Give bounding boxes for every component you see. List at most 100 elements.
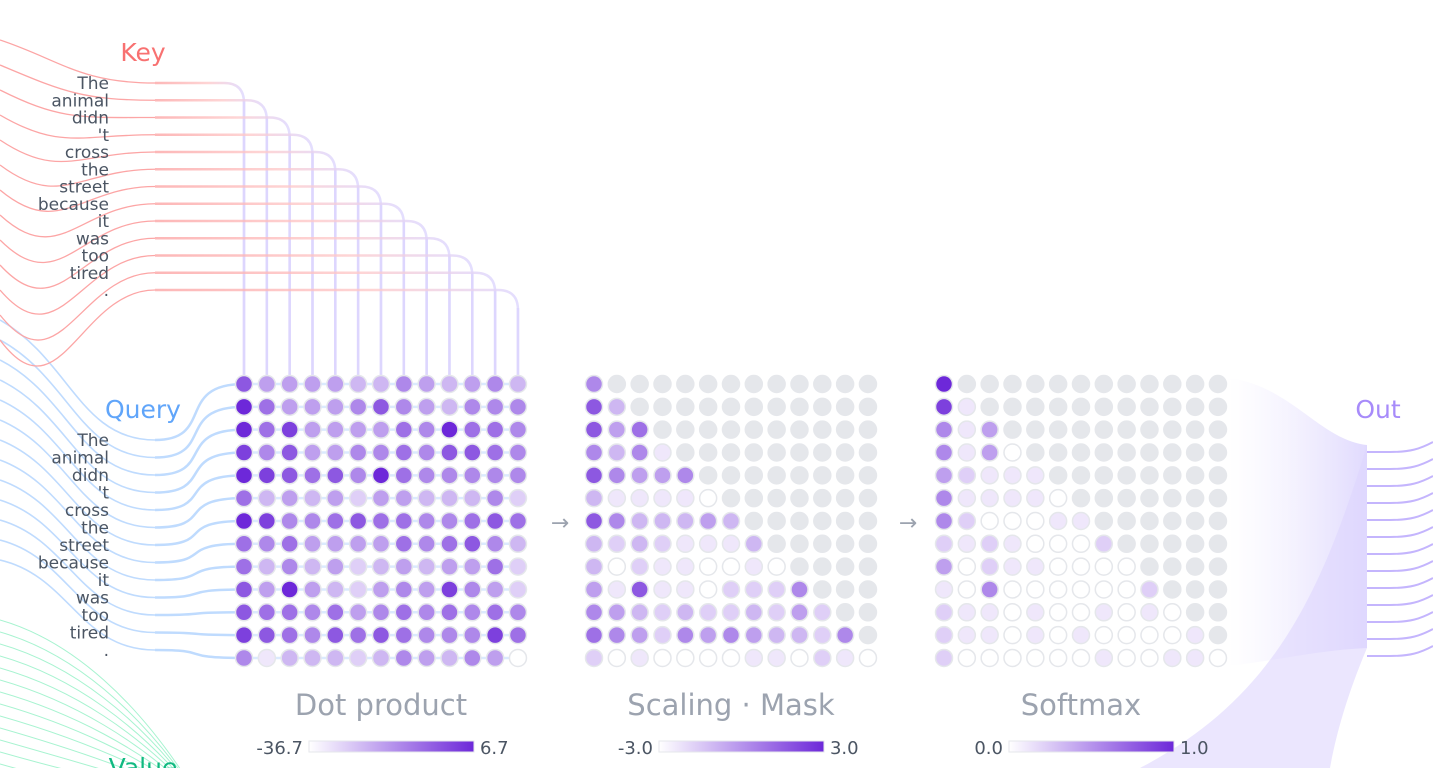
matrix-cell[interactable]: [653, 580, 672, 599]
matrix-cell[interactable]: [1071, 534, 1091, 554]
matrix-cell[interactable]: [607, 420, 627, 439]
matrix-cell[interactable]: [394, 625, 414, 645]
matrix-cell[interactable]: [1026, 557, 1045, 576]
masked-cell[interactable]: [835, 580, 855, 599]
matrix-cell[interactable]: [440, 603, 459, 622]
matrix-cell[interactable]: [1003, 580, 1022, 599]
matrix-cell[interactable]: [303, 488, 322, 508]
masked-cell[interactable]: [1048, 443, 1068, 462]
matrix-cell[interactable]: [1026, 466, 1045, 485]
masked-cell[interactable]: [1163, 374, 1182, 394]
matrix-cell[interactable]: [1140, 603, 1159, 622]
matrix-cell[interactable]: [1140, 648, 1159, 668]
matrix-cell[interactable]: [463, 397, 482, 417]
masked-cell[interactable]: [1208, 443, 1228, 462]
masked-cell[interactable]: [1185, 534, 1205, 554]
masked-cell[interactable]: [790, 397, 809, 417]
matrix-cell[interactable]: [417, 648, 436, 668]
matrix-cell[interactable]: [463, 648, 482, 668]
matrix-cell[interactable]: [1094, 557, 1114, 576]
masked-cell[interactable]: [1071, 466, 1091, 485]
masked-cell[interactable]: [858, 466, 878, 485]
matrix-cell[interactable]: [257, 420, 277, 439]
matrix-cell[interactable]: [280, 580, 299, 599]
matrix-cell[interactable]: [630, 580, 649, 599]
matrix-cell[interactable]: [326, 625, 345, 645]
matrix-cell[interactable]: [676, 648, 695, 668]
matrix-cell[interactable]: [957, 511, 977, 531]
matrix-cell[interactable]: [1140, 625, 1159, 645]
matrix-cell[interactable]: [417, 625, 436, 645]
matrix-cell[interactable]: [744, 625, 764, 645]
matrix-cell[interactable]: [698, 580, 718, 599]
matrix-cell[interactable]: [508, 374, 528, 394]
matrix-cell[interactable]: [934, 374, 954, 394]
matrix-cell[interactable]: [721, 511, 741, 531]
matrix-cell[interactable]: [371, 443, 391, 462]
matrix-cell[interactable]: [508, 511, 528, 531]
matrix-cell[interactable]: [607, 625, 627, 645]
matrix-cell[interactable]: [1208, 648, 1228, 668]
matrix-cell[interactable]: [1048, 511, 1068, 531]
masked-cell[interactable]: [813, 420, 832, 439]
matrix-cell[interactable]: [584, 488, 604, 508]
matrix-cell[interactable]: [303, 603, 322, 622]
matrix-cell[interactable]: [417, 488, 436, 508]
matrix-cell[interactable]: [584, 443, 604, 462]
matrix-cell[interactable]: [858, 648, 878, 668]
matrix-cell[interactable]: [234, 580, 254, 599]
masked-cell[interactable]: [858, 557, 878, 576]
masked-cell[interactable]: [676, 420, 695, 439]
masked-cell[interactable]: [1117, 466, 1136, 485]
masked-cell[interactable]: [1163, 534, 1182, 554]
matrix-cell[interactable]: [1026, 625, 1045, 645]
matrix-cell[interactable]: [934, 534, 954, 554]
masked-cell[interactable]: [957, 374, 977, 394]
masked-cell[interactable]: [835, 420, 855, 439]
matrix-cell[interactable]: [326, 466, 345, 485]
matrix-cell[interactable]: [485, 625, 505, 645]
matrix-cell[interactable]: [234, 488, 254, 508]
matrix-cell[interactable]: [1071, 557, 1091, 576]
matrix-cell[interactable]: [348, 374, 368, 394]
matrix-cell[interactable]: [934, 557, 954, 576]
matrix-cell[interactable]: [607, 488, 627, 508]
matrix-cell[interactable]: [1094, 648, 1114, 668]
matrix-cell[interactable]: [234, 557, 254, 576]
matrix-cell[interactable]: [371, 374, 391, 394]
matrix-cell[interactable]: [957, 488, 977, 508]
matrix-cell[interactable]: [348, 534, 368, 554]
matrix-cell[interactable]: [440, 374, 459, 394]
matrix-cell[interactable]: [234, 420, 254, 439]
matrix-cell[interactable]: [234, 648, 254, 668]
matrix-cell[interactable]: [1163, 648, 1182, 668]
matrix-cell[interactable]: [1003, 534, 1022, 554]
matrix-cell[interactable]: [303, 374, 322, 394]
matrix-cell[interactable]: [485, 603, 505, 622]
matrix-cell[interactable]: [1003, 443, 1022, 462]
matrix-cell[interactable]: [676, 603, 695, 622]
matrix-cell[interactable]: [653, 557, 672, 576]
matrix-cell[interactable]: [417, 466, 436, 485]
masked-cell[interactable]: [835, 374, 855, 394]
matrix-cell[interactable]: [934, 488, 954, 508]
matrix-cell[interactable]: [394, 374, 414, 394]
matrix-cell[interactable]: [485, 580, 505, 599]
matrix-cell[interactable]: [371, 580, 391, 599]
masked-cell[interactable]: [813, 534, 832, 554]
masked-cell[interactable]: [813, 374, 832, 394]
masked-cell[interactable]: [790, 443, 809, 462]
matrix-cell[interactable]: [463, 625, 482, 645]
matrix-cell[interactable]: [980, 648, 999, 668]
matrix-cell[interactable]: [1048, 488, 1068, 508]
matrix-cell[interactable]: [234, 625, 254, 645]
matrix-cell[interactable]: [676, 466, 695, 485]
matrix-cell[interactable]: [980, 580, 999, 599]
matrix-cell[interactable]: [394, 534, 414, 554]
masked-cell[interactable]: [1140, 397, 1159, 417]
masked-cell[interactable]: [698, 443, 718, 462]
matrix-cell[interactable]: [1094, 580, 1114, 599]
masked-cell[interactable]: [1185, 397, 1205, 417]
matrix-cell[interactable]: [508, 488, 528, 508]
masked-cell[interactable]: [813, 511, 832, 531]
